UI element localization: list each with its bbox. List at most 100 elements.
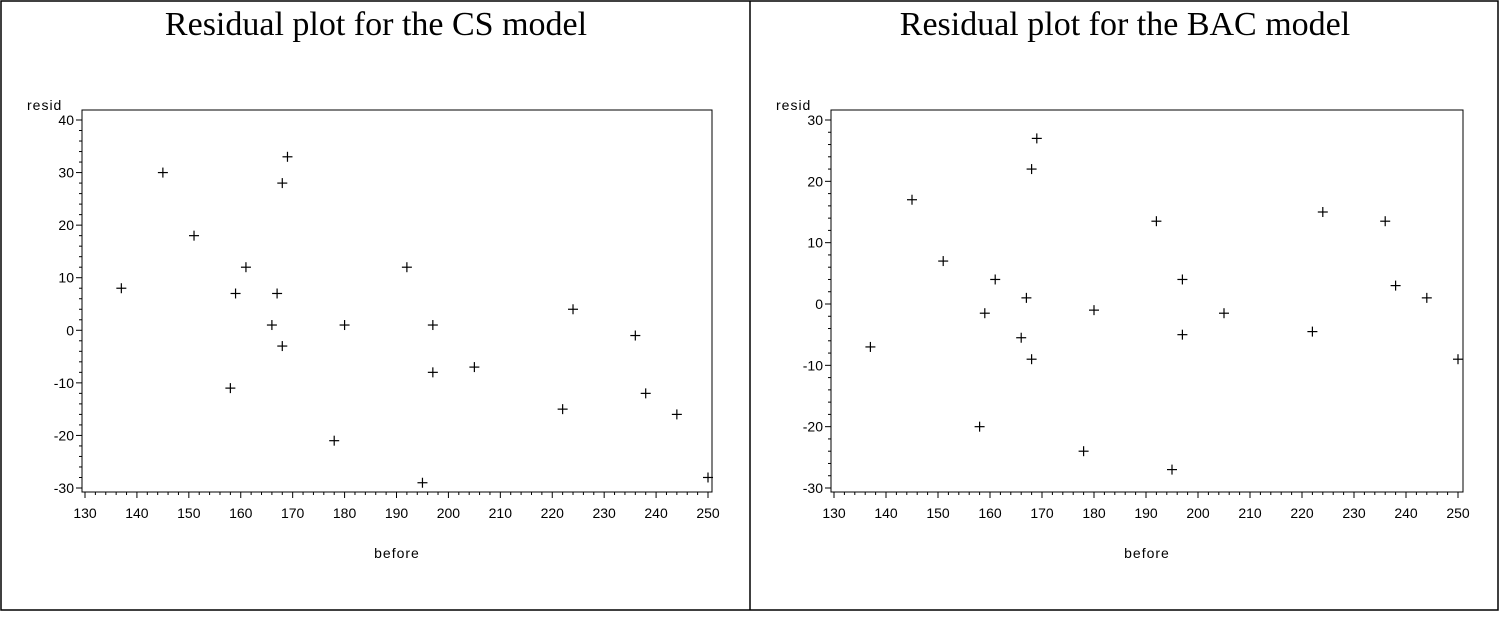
data-point-bac bbox=[1307, 326, 1318, 337]
y-tick-label: 10 bbox=[58, 270, 74, 286]
y-tick-label: 40 bbox=[58, 112, 74, 128]
x-tick-label: 150 bbox=[177, 505, 201, 521]
data-point-cs bbox=[329, 435, 340, 446]
data-point-bac bbox=[979, 308, 990, 319]
plot-frame-cs bbox=[81, 109, 713, 493]
data-point-bac bbox=[938, 256, 949, 267]
y-tick-label: 0 bbox=[66, 322, 74, 338]
data-point-bac bbox=[1317, 207, 1328, 217]
y-tick-label: 10 bbox=[807, 235, 823, 251]
x-tick-label: 210 bbox=[489, 505, 513, 521]
y-tick-label: 20 bbox=[807, 173, 823, 189]
data-point-bac bbox=[1089, 305, 1099, 316]
data-point-bac bbox=[1026, 354, 1037, 365]
x-tick-label: 140 bbox=[125, 505, 149, 521]
data-point-bac bbox=[1016, 332, 1027, 343]
x-tick-label: 220 bbox=[541, 505, 565, 521]
data-point-cs bbox=[469, 362, 480, 373]
data-point-cs bbox=[671, 409, 682, 420]
plot-frame-bac bbox=[830, 109, 1464, 493]
data-point-cs bbox=[417, 477, 428, 488]
x-tick-label: 140 bbox=[874, 505, 898, 521]
y-tick-label: 20 bbox=[58, 217, 74, 233]
data-point-bac bbox=[1453, 354, 1463, 365]
data-point-bac bbox=[1167, 464, 1177, 475]
data-point-cs bbox=[116, 283, 127, 294]
data-point-cs bbox=[277, 341, 288, 352]
data-point-cs bbox=[401, 262, 412, 273]
y-tick-label: 30 bbox=[807, 112, 823, 128]
x-tick-label: 130 bbox=[73, 505, 97, 521]
y-tick-label: -10 bbox=[803, 357, 823, 373]
x-tick-label: 240 bbox=[1394, 505, 1418, 521]
x-tick-label: 250 bbox=[1446, 505, 1470, 521]
y-tick-label: 30 bbox=[58, 165, 74, 181]
y-tick-label: -20 bbox=[803, 419, 823, 435]
data-points-bac bbox=[865, 133, 1463, 475]
data-point-bac bbox=[1421, 292, 1432, 303]
data-point-bac bbox=[1177, 274, 1188, 285]
x-tick-label: 230 bbox=[592, 505, 616, 521]
data-point-cs bbox=[225, 383, 236, 394]
y-axis-label-bac: resid bbox=[776, 97, 811, 113]
data-point-bac bbox=[974, 421, 985, 432]
panel-bac-model: Residual plot for the BAC model resid be… bbox=[776, 6, 1470, 561]
data-point-bac bbox=[1078, 446, 1089, 457]
data-point-bac bbox=[1031, 133, 1042, 144]
data-points-cs bbox=[116, 151, 713, 488]
x-tick-label: 160 bbox=[978, 505, 1002, 521]
x-tick-label: 210 bbox=[1238, 505, 1262, 521]
data-point-cs bbox=[272, 288, 283, 299]
y-tick-label: -30 bbox=[803, 480, 823, 496]
data-point-bac bbox=[865, 341, 876, 352]
axis-ticks-bac: 130 140 150 160 170 180 190 200 210 220 230 240 250-… bbox=[803, 112, 1470, 521]
data-point-cs bbox=[640, 388, 651, 399]
x-axis-label-cs: before bbox=[374, 545, 420, 561]
data-point-cs bbox=[230, 288, 241, 299]
chart-title-cs: Residual plot for the CS model bbox=[165, 6, 587, 43]
y-tick-label: -20 bbox=[54, 427, 74, 443]
data-point-cs bbox=[630, 330, 641, 341]
chart-title-bac: Residual plot for the BAC model bbox=[900, 6, 1350, 43]
x-tick-label: 130 bbox=[822, 505, 846, 521]
x-tick-label: 250 bbox=[696, 505, 720, 521]
data-point-cs bbox=[557, 404, 568, 415]
data-point-bac bbox=[1219, 308, 1229, 319]
data-point-cs bbox=[568, 304, 579, 315]
data-point-cs bbox=[277, 178, 288, 189]
data-point-bac bbox=[990, 274, 1001, 285]
data-point-cs bbox=[240, 262, 251, 273]
x-tick-label: 200 bbox=[437, 505, 461, 521]
x-tick-label: 200 bbox=[1186, 505, 1210, 521]
x-tick-label: 190 bbox=[385, 505, 409, 521]
data-point-cs bbox=[189, 230, 200, 241]
data-point-cs bbox=[157, 167, 168, 178]
x-tick-label: 190 bbox=[1134, 505, 1158, 521]
x-tick-label: 160 bbox=[229, 505, 253, 521]
data-point-cs bbox=[282, 151, 293, 162]
x-axis-label-bac: before bbox=[1124, 545, 1170, 561]
data-point-bac bbox=[1390, 280, 1401, 291]
data-point-cs bbox=[427, 367, 438, 378]
x-tick-label: 180 bbox=[333, 505, 357, 521]
x-tick-label: 150 bbox=[926, 505, 950, 521]
data-point-cs bbox=[703, 472, 713, 483]
y-tick-label: -30 bbox=[54, 480, 74, 496]
x-tick-label: 220 bbox=[1290, 505, 1314, 521]
data-point-cs bbox=[266, 320, 277, 331]
data-point-cs bbox=[339, 320, 350, 331]
x-tick-label: 180 bbox=[1082, 505, 1106, 521]
data-point-bac bbox=[1151, 216, 1162, 227]
data-point-bac bbox=[1380, 216, 1391, 227]
y-tick-label: -10 bbox=[54, 375, 74, 391]
data-point-bac bbox=[907, 194, 917, 205]
y-axis-label-cs: resid bbox=[27, 97, 62, 113]
data-point-bac bbox=[1026, 164, 1037, 175]
data-point-bac bbox=[1177, 329, 1188, 340]
panel-cs-model: Residual plot for the CS model resid bef… bbox=[27, 6, 720, 561]
x-tick-label: 170 bbox=[281, 505, 305, 521]
data-point-bac bbox=[1021, 292, 1032, 303]
data-point-cs bbox=[427, 320, 438, 331]
x-tick-label: 240 bbox=[644, 505, 668, 521]
